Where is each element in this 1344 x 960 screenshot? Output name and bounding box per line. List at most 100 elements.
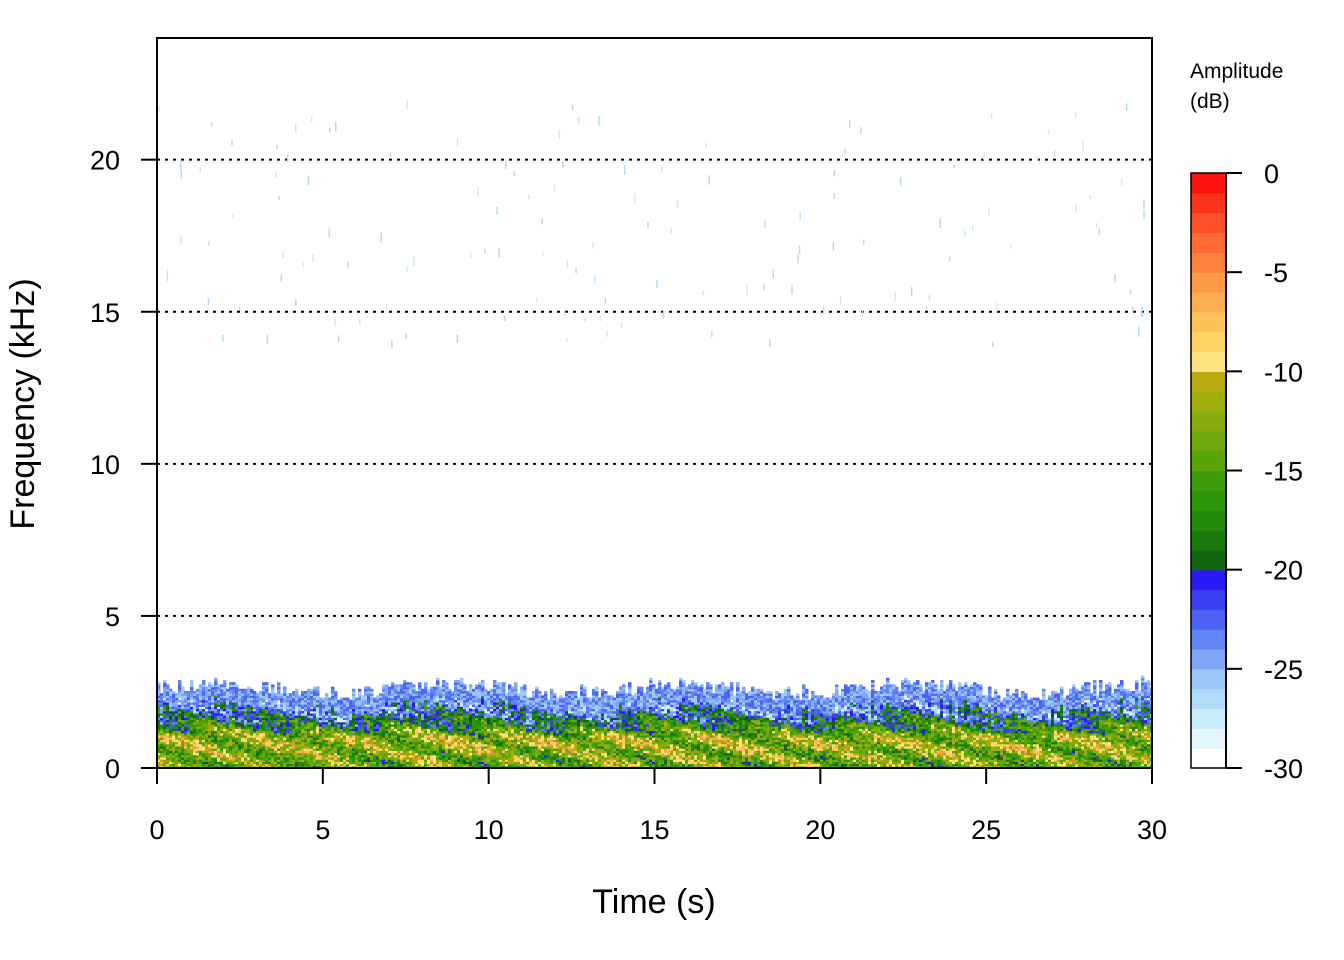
- spec-cell: [445, 682, 449, 685]
- spec-cell: [505, 693, 509, 696]
- spec-cell: [391, 682, 395, 685]
- spec-cell: [529, 698, 533, 701]
- spec-cell: [301, 691, 305, 694]
- spec-cell: [265, 682, 269, 685]
- spec-cell: [427, 689, 431, 692]
- spec-cell: [364, 706, 368, 709]
- spec-cell: [565, 691, 569, 694]
- spec-cell: [508, 684, 512, 687]
- spec-cell: [445, 704, 449, 707]
- spec-cell: [457, 680, 461, 683]
- spec-cell: [412, 684, 416, 687]
- spec-cell: [397, 684, 401, 687]
- spec-cell: [361, 695, 365, 698]
- spec-cell: [292, 691, 296, 694]
- spec-cell: [487, 691, 491, 694]
- spec-cell: [517, 693, 521, 696]
- spec-cell: [232, 682, 236, 685]
- spec-cell: [247, 687, 251, 690]
- spec-cell: [355, 698, 359, 701]
- spec-cell: [472, 689, 476, 692]
- spec-cell: [184, 691, 188, 694]
- spec-cell: [559, 695, 563, 698]
- spec-cell: [385, 684, 389, 687]
- spec-cell: [394, 684, 398, 687]
- spec-cell: [496, 682, 500, 685]
- spec-cell: [346, 698, 350, 701]
- spec-cell: [388, 687, 392, 690]
- spec-cell: [418, 682, 422, 685]
- spec-cell: [166, 684, 170, 687]
- spec-cell: [430, 687, 434, 690]
- spec-cell: [196, 689, 200, 692]
- spec-cell: [223, 680, 227, 683]
- spec-cell: [358, 689, 362, 692]
- spec-cell: [364, 687, 368, 690]
- spec-cell: [301, 711, 305, 714]
- spec-cell: [490, 689, 494, 692]
- spec-cell: [271, 684, 275, 687]
- spec-cell: [484, 689, 488, 692]
- spec-cell: [526, 698, 530, 701]
- spec-cell: [199, 684, 203, 687]
- spec-cell: [325, 693, 329, 696]
- spec-cell: [226, 689, 230, 692]
- spec-cell: [463, 684, 467, 687]
- spec-cell: [187, 691, 191, 694]
- spec-cell: [205, 687, 209, 690]
- spec-cell: [178, 680, 182, 683]
- spec-cell: [442, 680, 446, 683]
- spec-cell: [211, 684, 215, 687]
- spec-cell: [535, 687, 539, 690]
- spec-cell: [181, 687, 185, 690]
- spec-cell: [553, 693, 557, 696]
- spec-cell: [451, 691, 455, 694]
- spec-cell: [484, 713, 488, 716]
- spec-cell: [178, 700, 182, 703]
- spec-cell: [424, 682, 428, 685]
- spec-cell: [175, 693, 179, 696]
- spec-cell: [439, 687, 443, 690]
- spec-cell: [331, 687, 335, 690]
- spec-cell: [454, 680, 458, 683]
- spec-cell: [541, 695, 545, 698]
- spec-cell: [334, 691, 338, 694]
- spec-cell: [238, 689, 242, 692]
- spec-cell: [253, 691, 257, 694]
- spec-cell: [298, 695, 302, 698]
- spec-cell: [367, 687, 371, 690]
- spec-cell: [259, 691, 263, 694]
- spec-cell: [514, 682, 518, 685]
- spec-cell: [163, 680, 167, 683]
- spec-cell: [469, 684, 473, 687]
- spec-cell: [343, 698, 347, 701]
- spec-cell: [316, 687, 320, 690]
- spec-cell: [328, 698, 332, 701]
- spec-cell: [556, 698, 560, 701]
- spec-cell: [160, 693, 164, 696]
- spec-cell: [250, 689, 254, 692]
- spec-cell: [502, 682, 506, 685]
- plot-area: [157, 38, 1152, 768]
- spec-cell: [460, 678, 464, 681]
- spec-cell: [322, 698, 326, 701]
- spec-cell: [421, 689, 425, 692]
- spec-cell: [376, 695, 380, 698]
- spec-cell: [340, 698, 344, 701]
- spec-cell: [454, 700, 458, 703]
- spec-cell: [370, 689, 374, 692]
- spec-cell: [493, 680, 497, 683]
- spec-cell: [268, 693, 272, 696]
- spec-cell: [217, 684, 221, 687]
- spec-cell: [172, 691, 176, 694]
- spec-cell: [475, 684, 479, 687]
- spec-cell: [409, 682, 413, 685]
- spec-cell: [433, 687, 437, 690]
- spec-cell: [289, 693, 293, 696]
- spec-cell: [523, 684, 527, 687]
- spec-cell: [406, 682, 410, 685]
- spec-cell: [373, 698, 377, 701]
- spec-cell: [280, 693, 284, 696]
- spec-cell: [550, 689, 554, 692]
